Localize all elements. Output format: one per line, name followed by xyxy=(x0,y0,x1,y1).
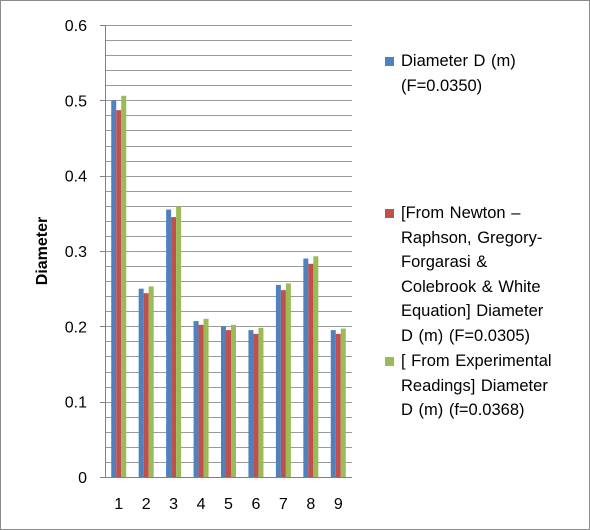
bars xyxy=(111,95,346,478)
bar-series-2-cat-1 xyxy=(116,110,122,478)
y-tick-label: 0 xyxy=(78,470,87,487)
bar-series-2-cat-3 xyxy=(171,217,177,477)
bar-series-2-cat-5 xyxy=(226,330,231,477)
x-tick-label: 4 xyxy=(197,496,206,513)
x-tick-label: 7 xyxy=(279,496,288,513)
legend-label-series-2: [From Newton – Raphson, Gregory- Forgara… xyxy=(401,204,544,345)
bar-series-3-cat-5 xyxy=(231,324,236,477)
bar-series-2-cat-6 xyxy=(253,333,259,477)
bar-series-3-cat-1 xyxy=(121,95,127,478)
bar-series-1-cat-1 xyxy=(111,100,117,477)
bar-series-1-cat-7 xyxy=(275,284,281,477)
x-tick-label: 3 xyxy=(169,496,178,513)
y-tick-label: 0.5 xyxy=(65,93,87,110)
x-tick-label: 6 xyxy=(251,496,260,513)
x-tick-label: 1 xyxy=(114,496,123,513)
y-tick-label: 0.6 xyxy=(65,18,87,35)
y-tick-label: 0.3 xyxy=(65,244,87,261)
y-tick-label: 0.1 xyxy=(65,395,87,412)
bar-series-3-cat-3 xyxy=(176,206,182,477)
y-tick-label: 0.4 xyxy=(65,169,87,186)
bar-series-3-cat-7 xyxy=(285,283,291,477)
bar-series-1-cat-5 xyxy=(221,326,226,477)
x-tick-labels: 1 2 3 4 5 6 7 8 9 xyxy=(114,496,343,513)
y-axis-label: Diameter xyxy=(34,217,51,285)
y-tick-label: 0.2 xyxy=(65,319,87,336)
x-tick-label: 2 xyxy=(142,496,151,513)
axes xyxy=(100,25,352,478)
legend-swatch-series-1 xyxy=(385,57,394,66)
bar-series-1-cat-6 xyxy=(248,330,254,477)
bar-series-3-cat-6 xyxy=(258,327,264,477)
bar-series-3-cat-4 xyxy=(203,318,209,477)
bar-series-2-cat-4 xyxy=(198,324,204,477)
x-tick-label: 9 xyxy=(334,496,343,513)
bar-series-3-cat-9 xyxy=(340,328,346,477)
bar-series-1-cat-9 xyxy=(330,330,336,477)
bar-series-2-cat-2 xyxy=(143,293,149,477)
legend-label-series-3: [ From Experimental Readings] Diameter D… xyxy=(401,352,552,419)
bar-chart: 0 0.1 0.2 0.3 0.4 0.5 0.6 1 2 3 4 5 6 7 8 9 Diameter xyxy=(34,18,352,513)
x-tick-label: 8 xyxy=(306,496,315,513)
bar-series-2-cat-8 xyxy=(308,263,314,477)
bar-series-3-cat-8 xyxy=(313,256,319,477)
bar-series-2-cat-7 xyxy=(280,290,286,477)
bar-series-1-cat-2 xyxy=(138,288,144,477)
legend-swatch-series-3 xyxy=(385,357,394,366)
legend-swatch-series-2 xyxy=(385,209,394,218)
legend: Diameter D (m) (F=0.0350) [From Newton –… xyxy=(381,1,586,529)
bar-series-3-cat-2 xyxy=(148,286,154,477)
x-tick-label: 5 xyxy=(224,496,233,513)
legend-label-series-1: Diameter D (m) (F=0.0350) xyxy=(401,52,516,95)
y-tick-labels: 0 0.1 0.2 0.3 0.4 0.5 0.6 xyxy=(65,18,87,487)
bar-series-1-cat-3 xyxy=(166,209,172,478)
bar-series-2-cat-9 xyxy=(335,333,341,477)
bar-series-1-cat-8 xyxy=(303,258,309,477)
bar-series-1-cat-4 xyxy=(193,321,199,477)
